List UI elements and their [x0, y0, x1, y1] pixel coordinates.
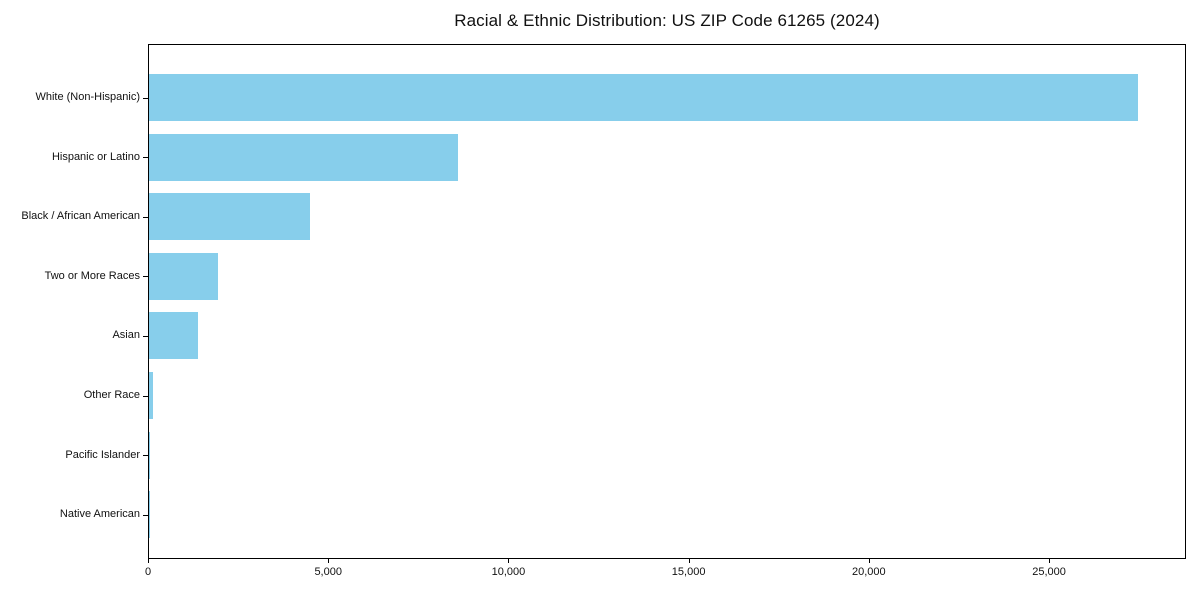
bar-hispanic-or-latino — [149, 133, 458, 181]
x-axis-tick — [688, 559, 690, 563]
y-axis-tick — [143, 514, 148, 516]
y-axis-tick — [143, 97, 148, 99]
x-axis-tick — [1049, 559, 1051, 563]
x-axis-tick — [328, 559, 330, 563]
y-axis-label: Asian — [112, 329, 140, 342]
x-axis-tick — [868, 559, 870, 563]
x-axis-tick-label: 15,000 — [671, 566, 706, 578]
y-axis-tick — [143, 335, 148, 337]
bar-black-african-american — [149, 193, 311, 241]
x-axis-tick-label: 20,000 — [852, 566, 886, 578]
bar-asian — [149, 312, 199, 360]
bar-other-race — [149, 372, 153, 419]
x-axis-tick-label: 25,000 — [1032, 566, 1066, 578]
y-axis-tick — [143, 216, 148, 218]
x-axis-tick-label: 5,000 — [314, 566, 342, 578]
x-axis-tick — [508, 559, 510, 563]
x-axis-tick-label: 0 — [144, 566, 152, 578]
bar-white-non-hispanic — [149, 74, 1138, 121]
plot-area — [148, 44, 1186, 559]
y-axis-tick — [143, 157, 148, 159]
y-axis-label: Other Race — [83, 389, 140, 401]
y-axis-label: Native American — [59, 508, 140, 521]
y-axis-label: Pacific Islander — [65, 448, 140, 461]
y-axis-label: Hispanic or Latino — [51, 150, 140, 163]
bar-two-or-more-races — [149, 252, 218, 300]
y-axis-label: White (Non-Hispanic) — [35, 91, 140, 103]
y-axis-tick — [143, 276, 148, 278]
chart-title: Racial & Ethnic Distribution: US ZIP Cod… — [454, 11, 880, 30]
bar-native-american — [149, 491, 150, 539]
y-axis-label: Two or More Races — [44, 269, 140, 282]
x-axis-tick-label: 10,000 — [491, 566, 526, 578]
y-axis-label: Black / African American — [21, 210, 140, 223]
y-axis-tick — [143, 395, 148, 397]
bar-pacific-islander — [149, 431, 150, 479]
y-axis-tick — [143, 455, 148, 457]
x-axis-tick — [148, 559, 149, 563]
